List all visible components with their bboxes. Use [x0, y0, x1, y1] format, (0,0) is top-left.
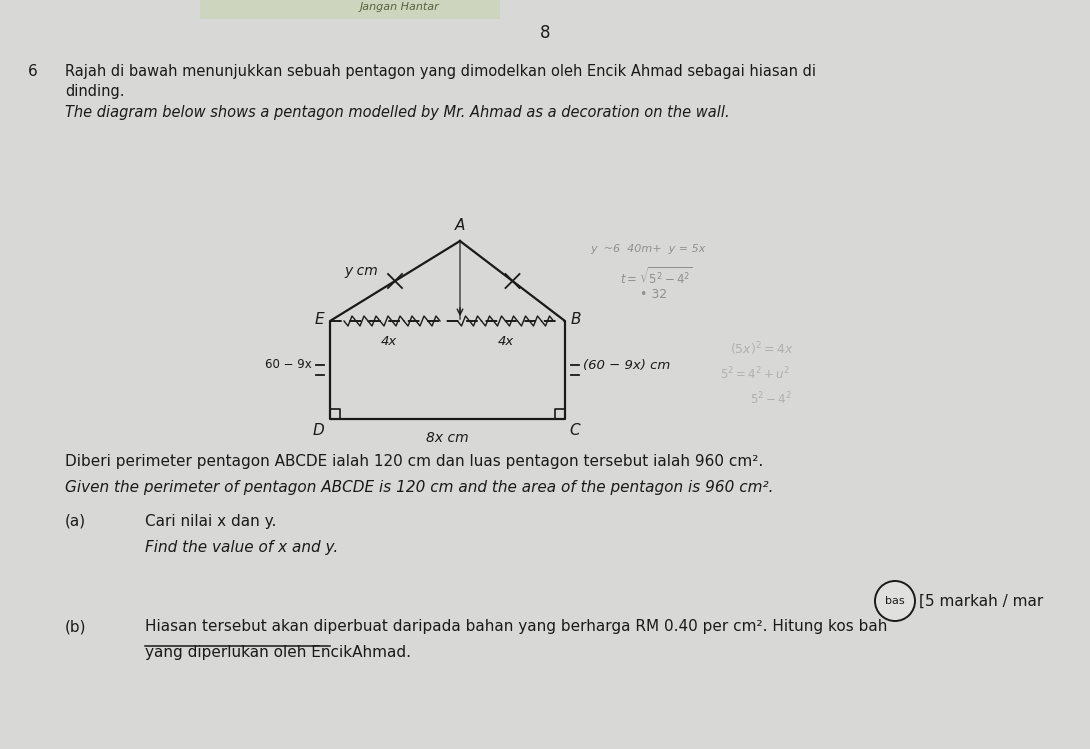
Text: y  ~6  40m+  y = 5x: y ~6 40m+ y = 5x: [590, 244, 705, 254]
Text: 6: 6: [28, 64, 38, 79]
Text: A: A: [455, 218, 465, 233]
Text: The diagram below shows a pentagon modelled by Mr. Ahmad as a decoration on the : The diagram below shows a pentagon model…: [65, 105, 729, 120]
Text: C: C: [569, 423, 580, 438]
Text: D: D: [312, 423, 324, 438]
Text: $(5x)^2 = 4x$: $(5x)^2 = 4x$: [730, 340, 794, 358]
Text: Find the value of x and y.: Find the value of x and y.: [145, 540, 338, 555]
Text: B: B: [571, 312, 581, 327]
Text: [5 markah / mar: [5 markah / mar: [919, 593, 1043, 608]
Text: y cm: y cm: [344, 264, 378, 278]
Bar: [199, 0, 500, 19]
Text: 8x cm: 8x cm: [426, 431, 469, 445]
Text: Hiasan tersebut akan diperbuat daripada bahan yang berharga RM 0.40 per cm². Hit: Hiasan tersebut akan diperbuat daripada …: [145, 619, 887, 634]
Text: (a): (a): [65, 514, 86, 529]
Circle shape: [875, 581, 915, 621]
Text: (b): (b): [65, 619, 86, 634]
Text: Cari nilai x dan y.: Cari nilai x dan y.: [145, 514, 277, 529]
Text: $5^2 = 4^2 + u^2$: $5^2 = 4^2 + u^2$: [720, 366, 789, 382]
Text: bas: bas: [885, 596, 905, 606]
Text: • 32: • 32: [640, 288, 667, 300]
Text: Jangan Hantar: Jangan Hantar: [360, 2, 439, 12]
Text: $5^2 - 4^2$: $5^2 - 4^2$: [750, 391, 791, 407]
Text: Rajah di bawah menunjukkan sebuah pentagon yang dimodelkan oleh Encik Ahmad seba: Rajah di bawah menunjukkan sebuah pentag…: [65, 64, 816, 79]
Text: dinding.: dinding.: [65, 84, 124, 99]
Text: yang diperlukan oleh EncikAhmad.: yang diperlukan oleh EncikAhmad.: [145, 645, 411, 660]
Text: $t = \sqrt{5^2 - 4^2}$: $t = \sqrt{5^2 - 4^2}$: [620, 267, 693, 288]
Text: Given the perimeter of pentagon ABCDE is 120 cm and the area of the pentagon is : Given the perimeter of pentagon ABCDE is…: [65, 480, 774, 495]
Text: E: E: [314, 312, 324, 327]
Text: 4x: 4x: [380, 335, 397, 348]
Text: (60 − 9x) cm: (60 − 9x) cm: [583, 359, 670, 372]
Text: 60 − 9x: 60 − 9x: [265, 357, 312, 371]
Text: 4x: 4x: [498, 335, 514, 348]
Text: 8: 8: [540, 24, 550, 42]
Text: Diberi perimeter pentagon ABCDE ialah 120 cm dan luas pentagon tersebut ialah 96: Diberi perimeter pentagon ABCDE ialah 12…: [65, 454, 763, 469]
